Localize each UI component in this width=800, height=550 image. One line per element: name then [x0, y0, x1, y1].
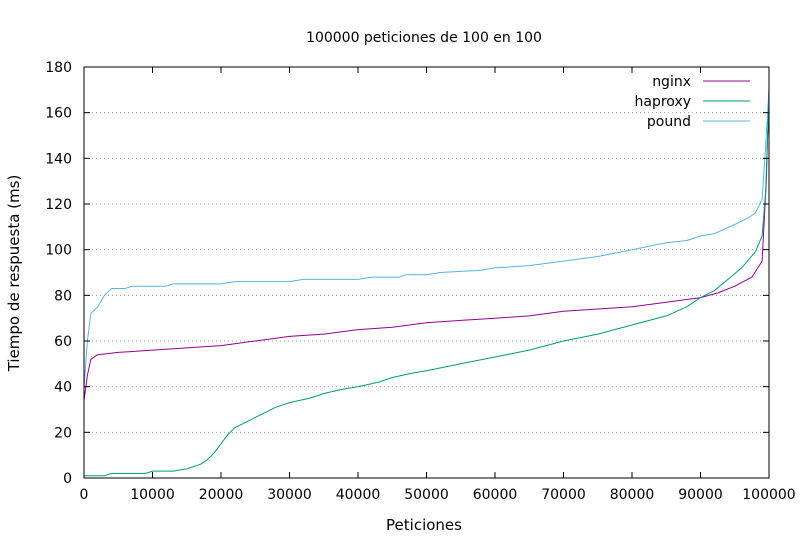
axis-ticks: 0 20 40 60 80 100 120 140 160 180 0 10000 20000 30000…	[45, 60, 795, 503]
series-line-nginx	[83, 112, 770, 401]
y-tick-label: 160	[45, 106, 72, 122]
x-tick-label: 90000	[678, 487, 723, 503]
x-tick-label: 100000	[742, 487, 795, 503]
legend-label-haproxy: haproxy	[635, 94, 692, 110]
legend: nginx haproxy pound	[635, 74, 750, 130]
y-tick-label: 100	[45, 243, 72, 259]
x-tick-label: 50000	[404, 487, 449, 503]
x-tick-label: 20000	[199, 487, 244, 503]
y-tick-label: 20	[54, 425, 72, 441]
y-tick-label: 0	[63, 471, 72, 487]
x-tick-label: 60000	[473, 487, 518, 503]
y-tick-label: 60	[54, 334, 72, 350]
x-tick-label: 10000	[130, 487, 175, 503]
x-tick-label: 80000	[610, 487, 655, 503]
y-tick-label: 180	[45, 60, 72, 76]
series-line-pound	[83, 89, 770, 387]
y-tick-label: 120	[45, 197, 72, 213]
chart-title: 100000 peticiones de 100 en 100	[306, 30, 542, 46]
y-axis-label: Tiempo de respuesta (ms)	[5, 175, 23, 373]
x-tick-label: 40000	[336, 487, 381, 503]
grid-lines	[84, 112, 769, 433]
x-tick-label: 70000	[541, 487, 586, 503]
series-line-haproxy	[84, 87, 770, 477]
legend-label-nginx: nginx	[652, 74, 691, 90]
series-layer	[83, 87, 770, 477]
legend-label-pound: pound	[647, 114, 691, 130]
x-axis-label: Peticiones	[386, 516, 462, 534]
y-tick-label: 140	[45, 151, 72, 167]
y-tick-label: 80	[54, 288, 72, 304]
y-tick-label: 40	[54, 380, 72, 396]
x-tick-label: 30000	[267, 487, 312, 503]
x-tick-label: 0	[80, 487, 89, 503]
